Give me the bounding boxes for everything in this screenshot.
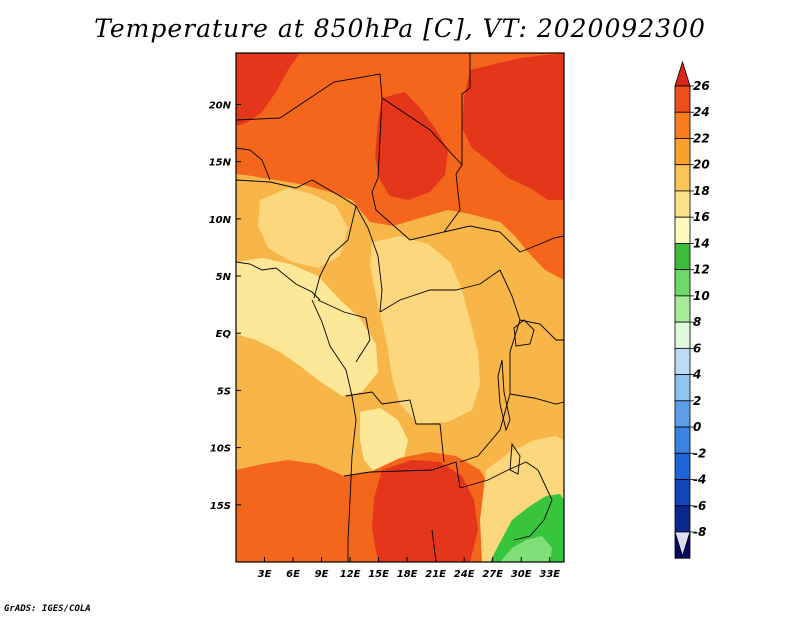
colorbar-swatch [674,400,691,428]
field-northwest-24-26 [236,53,300,126]
lake-tanganyika [497,359,511,432]
border-drc-angola [345,391,445,463]
colorbar-swatch [674,374,691,402]
colorbar-swatch [674,243,691,271]
lake-malawi [509,442,521,475]
colorbar-swatch [674,269,691,297]
country-borders [236,53,564,562]
colorbar-swatch [674,452,691,480]
colorbar-label: 10 [693,289,710,303]
field-central-16-18 [370,236,480,424]
colorbar-swatch [674,295,691,323]
colorbar-label: 0 [693,420,701,434]
colorbar-label: 6 [693,341,701,355]
border-libya-egypt [455,53,471,175]
colorbar-swatch [674,321,691,349]
colorbar-label: -8 [693,525,706,539]
colorbar-label: -4 [693,473,706,487]
map-title: Temperature at 850hPa [C], VT: 202009230… [94,14,706,43]
colorbar-swatch [674,138,691,166]
map-frame [235,52,565,563]
lat-tick-label: 15N [209,158,232,169]
lon-tick-label: 9E [315,569,329,580]
colorbar-label: 4 [692,368,701,382]
border-zambia-zimbabwe [459,461,539,489]
colorbar-label: -6 [693,499,706,513]
colorbar-swatch [674,347,691,375]
border-congo-coast [311,299,357,562]
colorbar-label: 14 [693,236,710,250]
colorbar-swatch [674,479,691,507]
lat-tick-label: 10S [210,444,231,455]
border-tanzania [509,393,564,405]
field-angola-plateau-14-16 [360,408,408,474]
field-nigeria-16-18 [258,188,348,268]
colorbar-label: 8 [693,315,701,329]
lon-tick-label: 33E [539,569,560,580]
colorbar-swatch [674,111,691,139]
colorbar-swatch [674,216,691,244]
lat-tick-label: 5S [217,386,231,397]
border-drc-east [459,269,521,463]
colorbar-swatch [674,190,691,218]
colorbar-label: 2 [693,394,701,408]
colorbar-top-arrow [674,60,691,87]
colorbar-label: 22 [693,131,710,145]
field-southeast-10-12 [500,536,552,562]
lon-tick-label: 15E [368,569,389,580]
field-southern-24-26 [372,460,478,562]
border-car-drc [379,269,501,313]
lon-tick-label: 21E [425,569,446,580]
colorbar-label: -2 [693,446,706,460]
border-uganda-kenya [519,319,564,341]
border-nigeria-cameroon [236,179,357,299]
border-east-africa [519,235,564,253]
border-chad-sudan [381,97,463,166]
lat-tick-label: 5N [216,272,232,283]
colorbar-swatch [674,505,691,533]
border-cameroon-car [355,205,383,313]
colorbar-label: 26 [693,79,710,93]
border-mozambique [513,469,553,541]
field-central-north-24-26 [375,92,448,200]
border-gabon-congo [317,299,371,363]
colorbar-swatch [674,426,691,454]
colorbar-swatch [674,164,691,192]
lon-tick-label: 6E [286,569,300,580]
lon-tick-label: 27E [482,569,503,580]
border-niger-chad [236,73,383,211]
colorbar-label: 12 [693,263,710,277]
border-angola-namibia [343,461,461,489]
colorbar-label: 16 [693,210,710,224]
border-sudan-ssudan [443,225,521,253]
colorbar-swatch [674,85,691,113]
colorbar-bottom-arrow [674,531,691,558]
border-namibia-botswana [431,529,437,562]
temperature-field [236,53,564,562]
colorbar-label: 24 [693,105,710,119]
lat-tick-label: 10N [209,215,232,226]
lake-victoria [513,319,535,347]
colorbar-label: 20 [693,158,710,172]
lon-tick-label: 30E [511,569,532,580]
map-axes: 3E 6E 9E 12E 15E 18E 21E 24E 27E 30E 33E 20N 15N 10N 5… [209,100,561,580]
lon-tick-label: 12E [340,569,361,580]
lat-tick-label: 20N [209,100,232,111]
lon-tick-label: 24E [454,569,475,580]
field-northeast-24-26 [462,53,564,200]
lon-tick-label: 18E [397,569,418,580]
grads-credit: GrADS: IGES/COLA [4,604,91,614]
border-sahel-west [236,147,271,181]
field-gulf-14-16 [236,258,378,396]
border-gulf-coast [236,261,321,301]
colorbar-label: 18 [693,184,710,198]
lat-tick-label: 15S [210,501,231,512]
lat-tick-label: EQ [216,329,232,340]
lon-tick-label: 3E [258,569,272,580]
